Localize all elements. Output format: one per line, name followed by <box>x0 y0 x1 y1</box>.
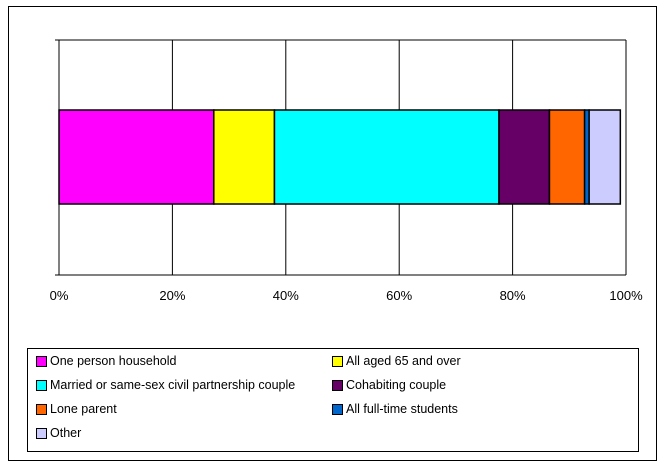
legend-swatch <box>36 403 47 415</box>
legend-swatch <box>332 355 343 367</box>
legend-item: All full-time students <box>332 402 458 416</box>
bar-segment-cohabiting-couple <box>498 109 551 205</box>
stacked-bar-chart: 0% 20% 40% 60% 80% 100% <box>50 39 643 303</box>
legend-swatch <box>36 379 47 391</box>
bar-segment-other <box>588 109 622 205</box>
legend-item: Married or same-sex civil partnership co… <box>36 378 295 392</box>
x-tick-label: 80% <box>500 288 526 303</box>
legend-label: All aged 65 and over <box>346 354 461 368</box>
legend-item: Cohabiting couple <box>332 378 446 392</box>
bar-segment-one-person-household <box>58 109 215 205</box>
legend-label: All full-time students <box>346 402 458 416</box>
legend-swatch <box>36 355 47 367</box>
legend-swatch <box>332 403 343 415</box>
bar-segment-all-aged-65-and-over <box>213 109 276 205</box>
legend-label: One person household <box>50 354 177 368</box>
legend-item: Other <box>36 426 81 440</box>
x-tick-label: 0% <box>50 288 69 303</box>
legend: One person household All aged 65 and over… <box>27 348 639 452</box>
legend-item: One person household <box>36 354 176 368</box>
legend-label: Lone parent <box>50 402 117 416</box>
legend-label: Married or same-sex civil partnership co… <box>50 378 296 392</box>
x-tick-label: 60% <box>386 288 412 303</box>
legend-label: Cohabiting couple <box>346 378 447 392</box>
x-tick-label: 100% <box>609 288 643 303</box>
bar-segment-lone-parent <box>548 109 586 205</box>
legend-item: All aged 65 and over <box>332 354 461 368</box>
x-tick-label: 20% <box>159 288 185 303</box>
legend-item: Lone parent <box>36 402 117 416</box>
legend-swatch <box>36 427 47 439</box>
bar-segment-married-or-same-sex-civil-partnership-couple <box>273 109 500 205</box>
legend-label: Other <box>50 426 82 440</box>
x-tick-label: 40% <box>273 288 299 303</box>
legend-swatch <box>332 379 343 391</box>
